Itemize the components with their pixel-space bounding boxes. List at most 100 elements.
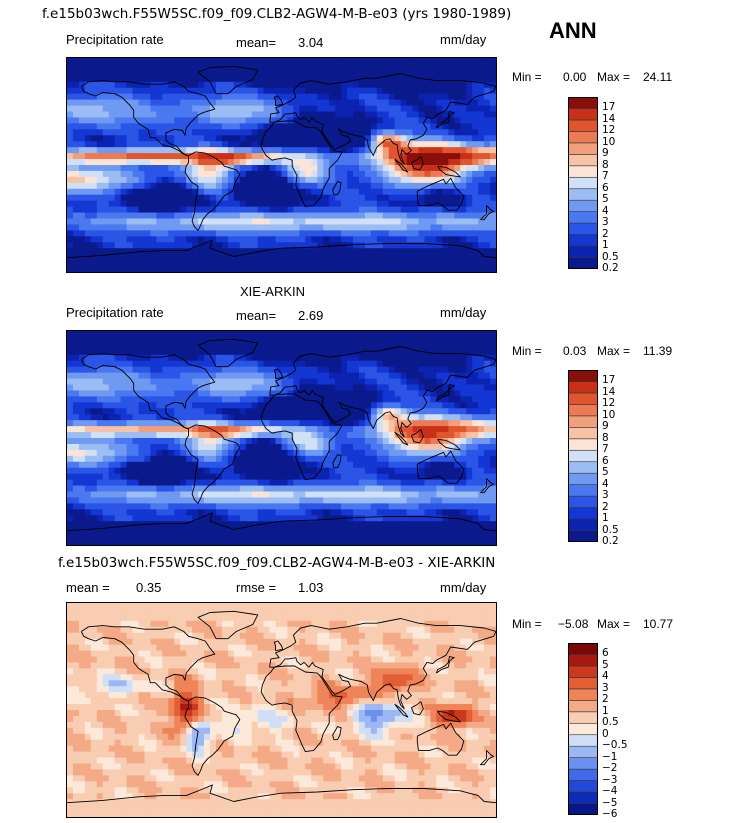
coastlines (67, 65, 496, 259)
colorbar-swatch (568, 176, 598, 190)
colorbar-swatch (568, 392, 598, 405)
colorbar-level-label: 0.5 (602, 716, 619, 729)
colorbar-level-label: 17 (602, 101, 616, 114)
colorbar-level-label: 12 (602, 124, 616, 137)
colorbar-level-label: −0.5 (602, 739, 628, 752)
colorbar-level-label: 2 (602, 693, 609, 706)
coastline-eurasia (269, 346, 496, 438)
panel3-max-label: Max = (597, 617, 631, 631)
colorbar-swatch (568, 745, 598, 758)
coastline-greenland (197, 65, 259, 95)
colorbar-level-label: 5 (602, 658, 609, 671)
colorbar-swatch (568, 665, 598, 678)
coastline-namerica (80, 80, 216, 156)
colorbar-swatch (568, 791, 598, 804)
coastline-uk (273, 640, 284, 652)
coastline-africa (260, 393, 343, 481)
colorbar-swatch (568, 518, 598, 531)
coastline-antarctica (67, 512, 496, 532)
colorbar-level-label: 5 (602, 466, 609, 479)
colorbar-level-label: 0.5 (602, 250, 619, 263)
colorbar-level-label: 4 (602, 670, 609, 683)
panel1-min-label: Min = (512, 70, 542, 84)
colorbar-level-label: 1 (602, 512, 609, 525)
colorbar-level-label: −1 (602, 750, 618, 763)
coastline-australia (416, 177, 465, 211)
colorbar-level-label: −2 (602, 762, 618, 775)
colorbar-swatch (568, 768, 598, 781)
colorbar-swatch (568, 415, 598, 428)
coastline-borneo (410, 429, 424, 444)
coastline-newguinea (437, 165, 461, 178)
colorbar-swatch (568, 199, 598, 212)
colorbar-level-label: 3 (602, 489, 609, 502)
colorbar-level-label: 14 (602, 385, 616, 398)
coastline-sumatra (394, 431, 409, 446)
panel2-map (66, 330, 497, 546)
colorbar-swatch (568, 188, 598, 201)
panel3-min-value: −5.08 (558, 617, 589, 631)
case-title: f.e15b03wch.F55W5SC.f09_f09.CLB2-AGW4-M-… (42, 6, 512, 22)
colorbar-level-label: 10 (602, 408, 616, 421)
colorbar-level-label: 10 (602, 135, 616, 148)
coastline-eurasia (269, 73, 496, 165)
colorbar-swatch (568, 677, 598, 690)
coastline-madagascar (332, 726, 342, 741)
panel2-mean-value: 2.69 (298, 308, 324, 323)
colorbar-level-label: 3 (602, 216, 609, 229)
colorbar-swatch (568, 211, 598, 224)
colorbar-swatch (568, 722, 598, 736)
panel3-rmse-label: rmse = (236, 580, 277, 595)
colorbar-level-label: 14 (602, 112, 616, 125)
colorbar-level-label: 0.5 (602, 523, 619, 536)
coastline-samerica (184, 424, 241, 504)
colorbar-swatch (568, 381, 598, 394)
colorbar-swatch (568, 108, 598, 121)
colorbar-level-label: 0 (602, 727, 609, 740)
colorbar-swatch (568, 427, 598, 440)
colorbar-swatch (568, 700, 598, 713)
colorbar-level-label: 1 (602, 239, 609, 252)
colorbar-swatch (568, 165, 598, 178)
coastline-australia (416, 722, 465, 756)
colorbar-swatch (568, 734, 598, 747)
colorbar-level-label: 12 (602, 397, 616, 410)
colorbar-swatch (568, 131, 598, 144)
colorbar-swatch (568, 803, 598, 815)
colorbar-swatch (568, 449, 598, 463)
field-cells (67, 331, 496, 545)
panel1-map (66, 57, 497, 273)
colorbar-swatch (568, 97, 598, 109)
field-cells (67, 603, 496, 817)
colorbar-level-label: 0.2 (602, 535, 619, 547)
panel2-max-label: Max = (597, 344, 631, 358)
panel1-max-label: Max = (597, 70, 631, 84)
panel3-map (66, 602, 497, 818)
panel1-min-value: 0.00 (563, 70, 587, 84)
panel2-variable: Precipitation rate (66, 305, 164, 320)
coastline-japan (435, 111, 455, 129)
colorbar-level-label: 4 (602, 204, 609, 217)
colorbar-swatch (568, 234, 598, 247)
coastline-uk (273, 368, 284, 380)
coastline-madagascar (332, 181, 342, 196)
colorbar-level-label: 7 (602, 170, 609, 183)
coastline-africa (260, 120, 343, 208)
panel3-min-label: Min = (512, 617, 542, 631)
coastline-greenland (197, 338, 259, 368)
colorbar-level-label: 1 (602, 704, 609, 717)
colorbar-swatch (568, 654, 598, 667)
colorbar-swatch (568, 530, 598, 542)
panel1-max-value: 24.11 (643, 70, 673, 84)
coastline-samerica (184, 696, 241, 776)
panel1-mean-label: mean= (236, 35, 277, 50)
coastline-namerica (80, 625, 216, 701)
colorbar-level-label: 2 (602, 227, 609, 240)
colorbar-level-label: −6 (602, 808, 618, 820)
coastline-sumatra (394, 703, 409, 718)
colorbar-swatch (568, 461, 598, 474)
colorbar-level-label: −5 (602, 796, 618, 809)
colorbar-level-label: 4 (602, 477, 609, 490)
colorbar-level-label: 6 (602, 181, 609, 194)
coastline-sumatra (394, 158, 409, 173)
